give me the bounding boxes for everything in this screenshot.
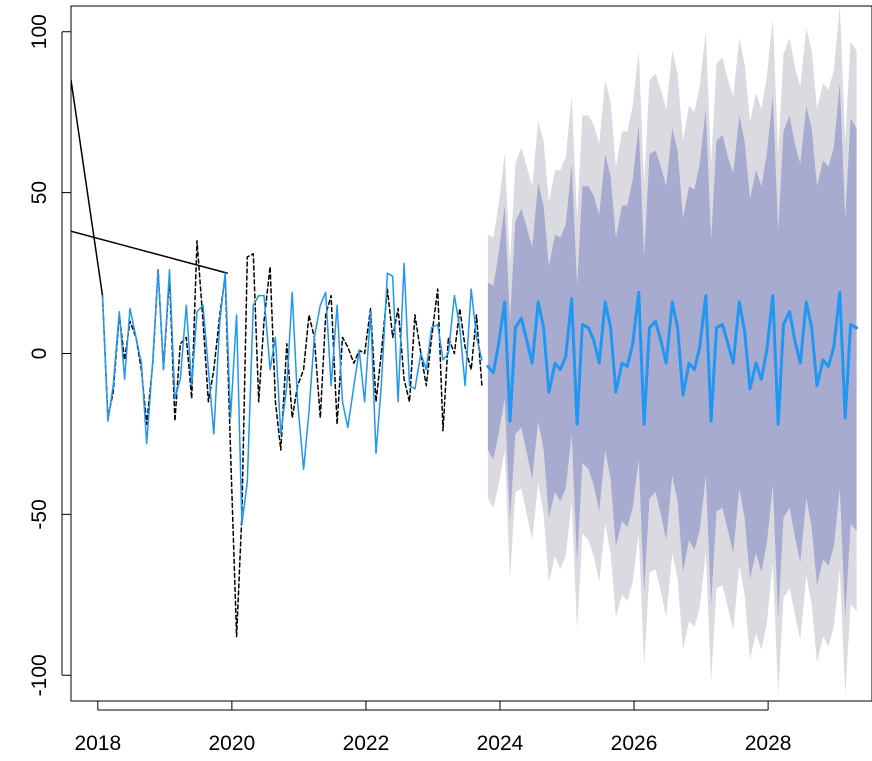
forecast-band-80 — [487, 83, 857, 618]
x-tick-label: 2024 — [477, 732, 524, 755]
x-tick-label: 2018 — [74, 732, 121, 755]
x-tick-label: 2028 — [745, 732, 792, 755]
y-tick-label: 50 — [28, 181, 51, 204]
x-tick-label: 2020 — [209, 732, 256, 755]
y-tick-label: -50 — [28, 499, 51, 529]
plot-area — [71, 6, 859, 695]
y-tick-label: -100 — [28, 654, 51, 696]
observed-solid-line-1 — [71, 230, 228, 274]
x-tick-label: 2026 — [611, 732, 658, 755]
fitted-line-3 — [101, 262, 483, 525]
x-tick-label: 2022 — [343, 732, 390, 755]
forecast-mean-line-4 — [486, 290, 859, 426]
observed-solid-line-0 — [71, 79, 104, 297]
axes: 2018 2020 2022 2024 2026 2028 -100 -50 0 50 100 — [28, 14, 792, 755]
y-tick-label: 100 — [28, 14, 51, 49]
y-tick-label: 0 — [28, 348, 51, 360]
